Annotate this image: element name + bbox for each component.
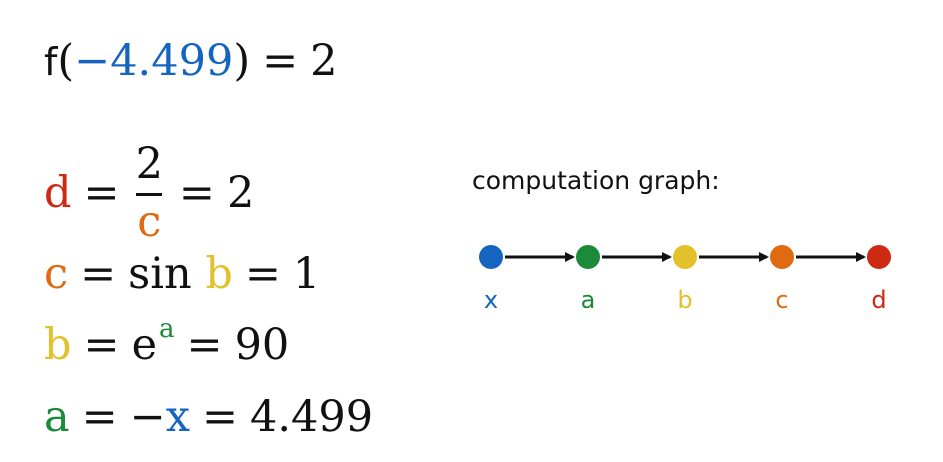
graph-node-label-a: a bbox=[580, 286, 596, 314]
graph-node-label-b: b bbox=[677, 286, 693, 314]
equation-b: b = ea = 90 bbox=[44, 316, 290, 370]
f-function-name: f bbox=[44, 40, 58, 84]
f-close-paren: ) bbox=[233, 36, 251, 86]
d-fraction-bar bbox=[136, 193, 163, 197]
graph-node-x bbox=[479, 245, 503, 269]
a-value: 4.499 bbox=[250, 392, 374, 442]
graph-node-c bbox=[770, 245, 794, 269]
a-argument: x bbox=[165, 392, 190, 442]
f-open-paren: ( bbox=[57, 36, 75, 86]
c-equals-2: = bbox=[244, 249, 281, 299]
a-equals-2: = bbox=[201, 392, 238, 442]
b-exponent: a bbox=[159, 314, 175, 344]
graph-node-label-d: d bbox=[871, 286, 887, 314]
c-lhs: c bbox=[44, 249, 69, 299]
c-value: 1 bbox=[292, 249, 321, 299]
graph-node-label-x: x bbox=[483, 286, 499, 314]
equation-f: f(−4.499) = 2 bbox=[44, 40, 337, 83]
b-value: 90 bbox=[234, 320, 290, 370]
equation-c: c = sin b = 1 bbox=[44, 253, 320, 296]
f-value: 2 bbox=[310, 36, 338, 86]
a-lhs: a bbox=[44, 392, 70, 442]
d-numerator: 2 bbox=[135, 139, 163, 189]
a-equals-1: = bbox=[81, 392, 118, 442]
equation-a: a = −x = 4.499 bbox=[44, 396, 373, 439]
b-base: e bbox=[131, 320, 158, 370]
d-denominator: c bbox=[137, 197, 162, 248]
c-argument: b bbox=[205, 249, 233, 299]
d-equals-1: = bbox=[83, 168, 120, 219]
b-equals-1: = bbox=[83, 320, 120, 370]
d-fraction: 2 c bbox=[135, 139, 163, 248]
f-equals: = bbox=[262, 36, 299, 86]
d-lhs: d bbox=[44, 168, 72, 219]
c-equals-1: = bbox=[80, 249, 117, 299]
b-lhs: b bbox=[44, 320, 72, 370]
equation-d: d = 2 c = 2 bbox=[44, 139, 255, 248]
graph-node-a bbox=[576, 245, 600, 269]
d-equals-2: = bbox=[178, 168, 215, 219]
b-equals-2: = bbox=[186, 320, 223, 370]
f-argument: −4.499 bbox=[74, 36, 234, 86]
graph-node-d bbox=[867, 245, 891, 269]
a-neg: − bbox=[129, 392, 166, 442]
c-func: sin bbox=[128, 249, 192, 299]
graph-node-b bbox=[673, 245, 697, 269]
graph-title: computation graph: bbox=[472, 166, 720, 195]
d-value: 2 bbox=[226, 168, 255, 219]
graph-node-label-c: c bbox=[775, 286, 789, 314]
